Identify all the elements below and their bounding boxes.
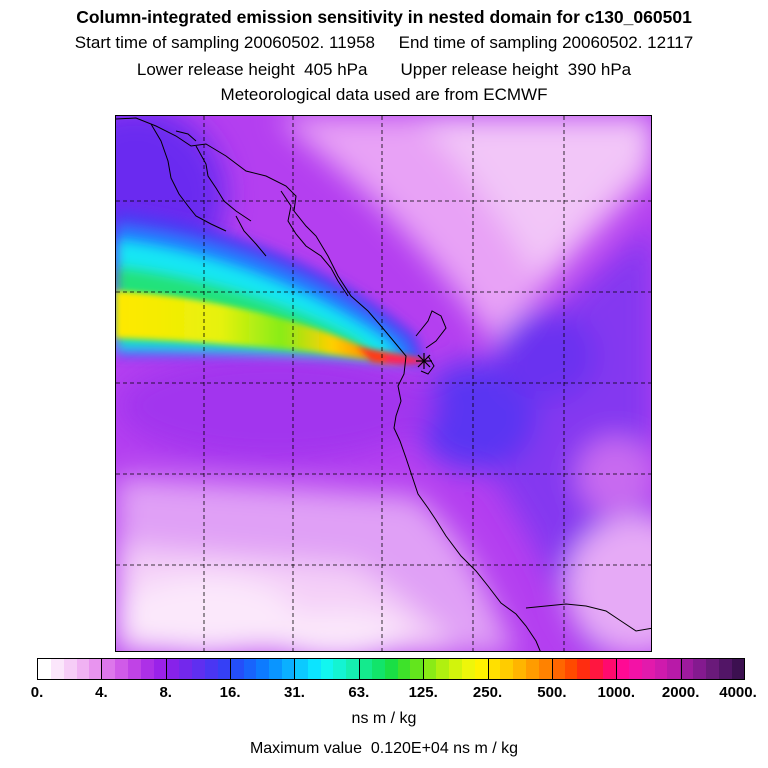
colorbar-segment [500, 659, 514, 679]
colorbar-segment [192, 659, 205, 679]
colorbar-divider [616, 659, 618, 679]
colorbar-segment [153, 659, 167, 679]
colorbar-segment [127, 659, 141, 679]
colorbar-segment [526, 659, 539, 679]
colorbar-segment [654, 659, 668, 679]
colorbar-segment [705, 659, 719, 679]
colorbar-segment [256, 659, 270, 679]
meteo-source-line: Meteorological data used are from ECMWF [220, 85, 548, 104]
colorbar-tick-label: 31. [284, 684, 305, 701]
coastlines [116, 117, 651, 651]
chart-title: Column-integrated emission sensitivity i… [76, 7, 692, 27]
lat-lon-grid [116, 116, 651, 651]
colorbar-segment [449, 659, 462, 679]
colorbar-segment [243, 659, 257, 679]
colorbar-segment [166, 659, 180, 679]
colorbar-divider [423, 659, 425, 679]
colorbar-divider [358, 659, 360, 679]
colorbar-segment [307, 659, 321, 679]
colorbar-segment [615, 659, 629, 679]
colorbar-segment [680, 659, 694, 679]
colorbar-segment [346, 659, 360, 679]
colorbar-tick-label: 1000. [597, 684, 636, 701]
colorbar-segment [38, 659, 51, 679]
colorbar-segment [590, 659, 604, 679]
colorbar-segment [217, 659, 231, 679]
emission-sensitivity-map [115, 115, 652, 652]
colorbar-segment [410, 659, 424, 679]
release-point-marker [416, 353, 432, 369]
colorbar-segment [179, 659, 193, 679]
colorbar-divider [101, 659, 103, 679]
colorbar-divider [165, 659, 167, 679]
colorbar-segment [641, 659, 655, 679]
colorbar-segment [538, 659, 552, 679]
colorbar-segment [63, 659, 77, 679]
colorbar-tick-label: 4. [95, 684, 108, 701]
colorbar-segment [693, 659, 706, 679]
colorbar-divider [680, 659, 682, 679]
map-svg [116, 116, 651, 651]
colorbar-unit-label: ns m / kg [351, 710, 417, 727]
sampling-time-line: Start time of sampling 20060502. 11958 E… [74, 33, 694, 52]
colorbar-segment [371, 659, 385, 679]
colorbar-tick-label: 8. [159, 684, 172, 701]
maximum-value-label: Maximum value 0.120E+04 ns m / kg [249, 740, 519, 757]
colorbar-segment [115, 659, 128, 679]
colorbar-segment [320, 659, 334, 679]
colorbar-segment [140, 659, 154, 679]
colorbar-divider [487, 659, 489, 679]
colorbar-segment [282, 659, 295, 679]
colorbar-tick-label: 500. [537, 684, 567, 701]
colorbar-divider [294, 659, 296, 679]
colorbar-segment [397, 659, 411, 679]
emission-plume [116, 211, 428, 366]
colorbar-segment [667, 659, 681, 679]
colorbar-tick-label: 2000. [661, 684, 700, 701]
colorbar-segment [423, 659, 437, 679]
colorbar-segment [577, 659, 591, 679]
colorbar-segment [230, 659, 244, 679]
colorbar-segment [50, 659, 64, 679]
colorbar-segment [359, 659, 372, 679]
colorbar-segment [731, 659, 745, 679]
colorbar-tick-labels: 0. 4. 8. 16. 31. 63. 125. 250. 500. 1000. 2000. 400… [0, 684, 768, 704]
colorbar-segment [461, 659, 475, 679]
colorbar-segment [474, 659, 488, 679]
colorbar-segment [204, 659, 218, 679]
colorbar-tick-label: 16. [219, 684, 241, 701]
colorbar-segment [294, 659, 308, 679]
colorbar-segment [564, 659, 578, 679]
colorbar-segment [628, 659, 642, 679]
colorbar-segment [89, 659, 103, 679]
sensitivity-field [116, 116, 651, 651]
colorbar-divider [230, 659, 232, 679]
colorbar-segment [269, 659, 283, 679]
colorbar-segment [487, 659, 501, 679]
colorbar-tick-label: 63. [348, 684, 370, 701]
colorbar-segment [603, 659, 616, 679]
colorbar-tick-label: 125. [408, 684, 438, 701]
colorbar-segment [513, 659, 527, 679]
colorbar-tick-label: 250. [472, 684, 503, 701]
colorbar-tick-label: 4000. [719, 684, 757, 701]
colorbar-segment [436, 659, 449, 679]
colorbar-tick-label: 0. [30, 684, 44, 701]
colorbar-divider [551, 659, 553, 679]
colorbar [37, 658, 745, 680]
colorbar-segment [333, 659, 347, 679]
release-height-line: Lower release height 405 hPa Upper relea… [136, 60, 632, 79]
colorbar-segment [384, 659, 398, 679]
colorbar-segment [718, 659, 732, 679]
colorbar-segment [102, 659, 116, 679]
colorbar-segment [551, 659, 565, 679]
colorbar-segment [76, 659, 90, 679]
